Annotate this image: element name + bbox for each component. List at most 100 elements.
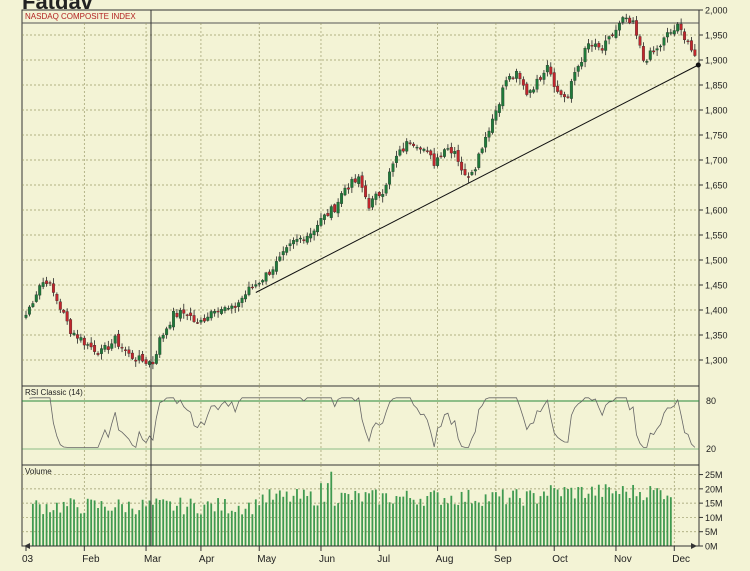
volume-bar: [570, 487, 573, 546]
volume-bar: [446, 503, 449, 546]
candle-body: [528, 90, 532, 93]
volume-bar: [501, 489, 504, 546]
candle-body: [100, 348, 103, 354]
candle-body: [24, 314, 28, 318]
candle-body: [491, 118, 494, 133]
volume-bar: [241, 514, 243, 546]
volume-bar: [371, 490, 374, 546]
candle-body: [635, 20, 638, 36]
volume-bar: [165, 500, 168, 546]
volume-bar: [573, 498, 576, 546]
candle-body: [686, 40, 690, 43]
candle-body: [408, 142, 412, 144]
candle-body: [168, 324, 172, 329]
volume-bar: [632, 484, 635, 546]
candle-body: [460, 161, 464, 171]
x-tick-label: Nov: [614, 554, 632, 565]
volume-bar: [450, 495, 453, 546]
candle-body: [549, 66, 553, 75]
x-tick-label: 03: [22, 554, 34, 565]
candle-body: [559, 90, 563, 95]
volume-bar: [666, 495, 669, 546]
candle-body: [281, 251, 285, 256]
volume-bar: [333, 505, 336, 546]
volume-bar: [374, 489, 377, 546]
candle-body: [45, 280, 49, 284]
candle-body: [552, 72, 556, 87]
price-y-tick-label: 1,400: [705, 306, 728, 316]
volume-bar: [141, 499, 144, 546]
volume-bar: [464, 501, 466, 546]
candle-body: [439, 155, 443, 158]
candle-body: [96, 353, 100, 355]
volume-bar: [539, 496, 542, 546]
volume-bar: [206, 501, 209, 546]
candle-body: [106, 346, 110, 350]
volume-bar: [268, 489, 271, 546]
x-tick-label: Aug: [436, 554, 454, 565]
volume-bar: [515, 489, 518, 546]
candle-body: [312, 230, 316, 235]
volume-bar: [519, 498, 521, 546]
candle-body: [600, 48, 604, 51]
x-tick-label: Mar: [144, 554, 162, 565]
scroll-right-arrow-icon[interactable]: [691, 543, 697, 549]
volume-bar: [549, 485, 552, 546]
volume-bar: [436, 492, 439, 546]
candle-body: [587, 43, 590, 50]
volume-title: Volume: [25, 467, 52, 476]
candle-body: [333, 204, 337, 213]
volume-bar: [59, 512, 62, 546]
candle-body: [346, 187, 350, 190]
candle-body: [412, 143, 416, 146]
volume-bar: [316, 505, 319, 546]
volume-bar: [100, 501, 103, 546]
scroll-left-arrow-icon[interactable]: [24, 543, 30, 549]
volume-bar: [344, 493, 346, 546]
price-y-tick-label: 1,850: [705, 81, 728, 91]
candle-body: [611, 34, 614, 36]
volume-bar: [124, 512, 127, 546]
candle-body: [607, 36, 611, 40]
candle-body: [580, 62, 584, 67]
candle-body: [172, 311, 175, 328]
candle-body: [295, 239, 299, 242]
candle-body: [614, 29, 618, 38]
rsi-tick-20: 20: [706, 444, 716, 454]
volume-bar: [381, 493, 384, 546]
volume-bar: [532, 493, 535, 546]
volume-bar: [388, 502, 391, 546]
volume-bar: [392, 503, 394, 546]
candle-body: [322, 214, 326, 220]
volume-bar: [134, 514, 137, 546]
price-chart-title: NASDAQ COMPOSITE INDEX: [25, 12, 136, 21]
price-y-tick-label: 1,350: [705, 331, 728, 341]
candle-body: [154, 354, 158, 364]
volume-bar: [117, 499, 120, 546]
volume-bar: [422, 505, 425, 546]
candle-body: [134, 359, 138, 362]
volume-bar: [560, 496, 562, 546]
candle-body: [583, 48, 587, 63]
volume-y-tick-label: 25M: [705, 470, 723, 480]
price-y-tick-label: 1,650: [705, 181, 728, 191]
volume-bar: [217, 498, 219, 546]
candle-body: [336, 201, 340, 214]
candle-body: [539, 77, 542, 80]
volume-bar: [601, 496, 604, 546]
candle-body: [511, 77, 515, 79]
volume-bar: [313, 505, 316, 546]
candle-body: [213, 311, 217, 314]
price-candles: [24, 13, 697, 370]
price-y-tick-label: 1,600: [705, 206, 728, 216]
candle-body: [340, 193, 344, 204]
volume-bar: [38, 504, 41, 546]
volume-y-axis: 0M 5M 10M 15M 20M 25M: [699, 470, 723, 552]
volume-bar: [114, 507, 117, 546]
price-y-axis: 1,300 1,350 1,400 1,450 1,500 1,550 1,600 1,650…: [699, 6, 728, 366]
volume-bar: [398, 496, 401, 546]
candle-body: [48, 282, 52, 284]
candle-body: [285, 247, 289, 253]
candle-body: [391, 163, 395, 172]
